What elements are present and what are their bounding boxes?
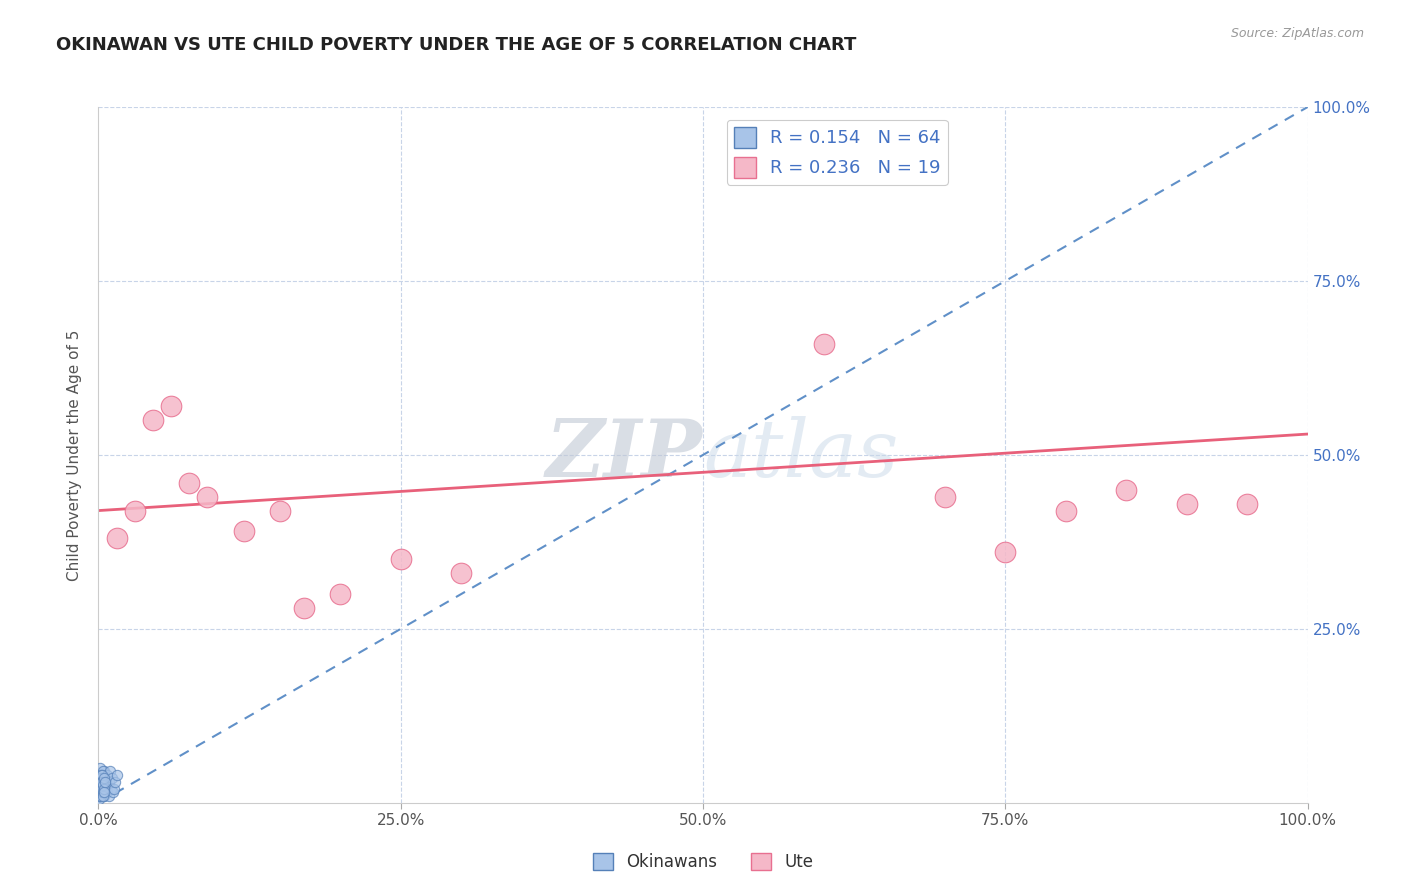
Point bbox=[89, 785, 111, 799]
Point bbox=[94, 772, 117, 786]
Point bbox=[93, 789, 115, 803]
Point bbox=[292, 601, 315, 615]
Point bbox=[97, 775, 120, 789]
Point bbox=[91, 778, 114, 792]
Point bbox=[90, 785, 112, 799]
Point bbox=[96, 785, 118, 799]
Point bbox=[1115, 483, 1137, 497]
Point bbox=[91, 772, 114, 786]
Point bbox=[96, 781, 118, 796]
Point bbox=[93, 775, 115, 789]
Point bbox=[1236, 497, 1258, 511]
Point bbox=[1175, 497, 1198, 511]
Point bbox=[100, 781, 122, 796]
Point bbox=[160, 399, 183, 413]
Point bbox=[195, 490, 218, 504]
Text: atlas: atlas bbox=[703, 417, 898, 493]
Point bbox=[89, 775, 111, 789]
Point bbox=[105, 768, 128, 782]
Point bbox=[89, 781, 111, 796]
Point bbox=[93, 781, 115, 796]
Point bbox=[93, 772, 115, 786]
Point bbox=[90, 785, 112, 799]
Point bbox=[232, 524, 254, 539]
Point bbox=[93, 778, 115, 792]
Point bbox=[389, 552, 412, 566]
Point bbox=[105, 532, 128, 546]
Point bbox=[90, 778, 112, 792]
Point bbox=[269, 503, 291, 517]
Point bbox=[104, 775, 127, 789]
Point bbox=[100, 772, 122, 786]
Point bbox=[89, 785, 111, 799]
Point bbox=[93, 785, 115, 799]
Point bbox=[179, 475, 201, 490]
Point bbox=[94, 775, 117, 789]
Point bbox=[87, 792, 110, 806]
Point bbox=[91, 764, 114, 779]
Y-axis label: Child Poverty Under the Age of 5: Child Poverty Under the Age of 5 bbox=[67, 329, 83, 581]
Point bbox=[89, 785, 111, 799]
Point bbox=[1054, 503, 1077, 517]
Point bbox=[89, 772, 111, 786]
Text: Source: ZipAtlas.com: Source: ZipAtlas.com bbox=[1230, 27, 1364, 40]
Point bbox=[142, 413, 165, 427]
Point bbox=[91, 778, 114, 792]
Point bbox=[124, 503, 146, 517]
Point bbox=[97, 778, 120, 792]
Text: OKINAWAN VS UTE CHILD POVERTY UNDER THE AGE OF 5 CORRELATION CHART: OKINAWAN VS UTE CHILD POVERTY UNDER THE … bbox=[56, 36, 856, 54]
Point bbox=[93, 775, 115, 789]
Point bbox=[90, 772, 112, 786]
Point bbox=[91, 781, 114, 796]
Point bbox=[91, 778, 114, 792]
Point bbox=[89, 789, 111, 803]
Point bbox=[91, 775, 114, 789]
Point bbox=[90, 789, 112, 803]
Point bbox=[91, 781, 114, 796]
Point bbox=[91, 789, 114, 803]
Point bbox=[91, 785, 114, 799]
Point bbox=[89, 781, 111, 796]
Point bbox=[89, 778, 111, 792]
Point bbox=[90, 768, 112, 782]
Point bbox=[450, 566, 472, 581]
Legend: Okinawans, Ute: Okinawans, Ute bbox=[586, 847, 820, 878]
Point bbox=[93, 789, 115, 803]
Point bbox=[934, 490, 956, 504]
Point bbox=[91, 768, 114, 782]
Point bbox=[96, 768, 118, 782]
Point bbox=[813, 336, 835, 351]
Point bbox=[89, 761, 111, 775]
Point bbox=[98, 789, 121, 803]
Point bbox=[994, 545, 1017, 559]
Point bbox=[89, 781, 111, 796]
Point bbox=[90, 778, 112, 792]
Point bbox=[93, 764, 115, 779]
Point bbox=[90, 781, 112, 796]
Point bbox=[93, 775, 115, 789]
Point bbox=[101, 785, 124, 799]
Point bbox=[98, 764, 121, 779]
Point bbox=[91, 775, 114, 789]
Point bbox=[90, 768, 112, 782]
Point bbox=[93, 781, 115, 796]
Point bbox=[103, 781, 125, 796]
Point bbox=[90, 785, 112, 799]
Point bbox=[90, 789, 112, 803]
Point bbox=[90, 772, 112, 786]
Point bbox=[89, 768, 111, 782]
Point bbox=[90, 789, 112, 803]
Text: ZIP: ZIP bbox=[546, 417, 703, 493]
Point bbox=[329, 587, 352, 601]
